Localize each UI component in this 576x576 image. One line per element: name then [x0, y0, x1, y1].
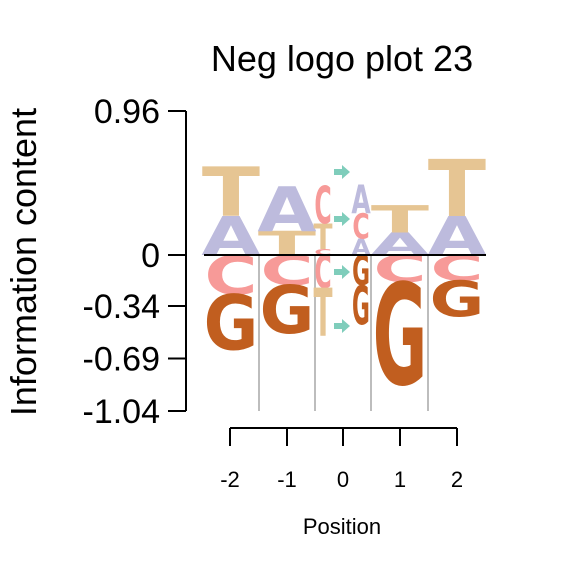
- logo-letter-glyph: T: [258, 225, 316, 263]
- logo-letter-glyph: A: [351, 177, 371, 222]
- logo-letter-glyph: A: [427, 206, 486, 268]
- logo-letter-T: T: [313, 218, 332, 258]
- logo-letter-glyph: T: [371, 199, 429, 242]
- y-axis: [168, 110, 187, 412]
- logo-letter-glyph: G: [352, 246, 370, 295]
- logo-letter-glyph: G: [260, 272, 315, 348]
- x-axis-label: Position: [303, 514, 381, 539]
- logo-letter-A: A: [351, 177, 371, 222]
- y-tick-label: 0.96: [94, 93, 160, 131]
- logo-letter-G: G: [260, 272, 315, 348]
- logo-letter-G: G: [352, 274, 370, 337]
- logo-letter-glyph: A: [201, 206, 260, 268]
- logo-letter-glyph: G: [430, 271, 485, 328]
- y-tick-label: 0: [141, 237, 160, 275]
- logo-letter-G: G: [430, 271, 485, 328]
- logo-letter-C: C: [352, 207, 369, 248]
- position-separators: [258, 255, 429, 411]
- insertion-arrow-icon: [334, 165, 350, 179]
- insertion-arrow-icon: [334, 265, 350, 279]
- logo-letter-A: A: [427, 206, 486, 268]
- insertion-arrow-icon: [334, 212, 350, 226]
- logo-letter-C: C: [314, 177, 331, 236]
- logo-letter-G: G: [373, 254, 428, 417]
- logo-letter-glyph: A: [257, 175, 316, 246]
- logo-letter-glyph: T: [313, 275, 332, 352]
- logo-letter-T: T: [202, 154, 261, 232]
- y-tick-label: -1.04: [83, 393, 161, 431]
- logo-letter-glyph: G: [204, 279, 259, 367]
- logo-letter-glyph: C: [352, 207, 369, 248]
- logo-letter-T: T: [258, 225, 316, 263]
- x-tick-labels: -2 -1 0 1 2: [220, 428, 463, 492]
- logo-letter-A: A: [201, 206, 260, 268]
- logo-letter-G: G: [352, 246, 370, 295]
- logo-letter-C: C: [314, 247, 331, 300]
- x-tick-label: 1: [394, 467, 406, 492]
- logo-letter-glyph: G: [352, 274, 370, 337]
- logo-letter-glyph: C: [314, 248, 331, 257]
- logo-letter-glyph: G: [373, 254, 428, 417]
- x-tick-label: 2: [451, 467, 463, 492]
- x-tick-label: 0: [337, 467, 349, 492]
- y-axis-label: Information content: [3, 108, 44, 416]
- y-tick-label: -0.34: [83, 288, 161, 326]
- insertion-arrow-icon: [334, 319, 350, 333]
- chart-title: Neg logo plot 23: [211, 38, 473, 79]
- logo-letter-glyph: C: [314, 177, 331, 236]
- logo-letter-A: A: [370, 226, 429, 262]
- y-tick-labels: 0.96 0 -0.34 -0.69 -1.04: [83, 93, 186, 431]
- logo-letter-glyph: T: [313, 218, 332, 258]
- logo-letter-T: T: [371, 199, 429, 242]
- logo-letter-glyph: T: [428, 144, 486, 235]
- logo-letter-glyph: T: [202, 154, 261, 232]
- logo-letter-G: G: [204, 279, 259, 367]
- x-tick-label: -2: [220, 467, 240, 492]
- y-tick-label: -0.69: [83, 341, 161, 379]
- insertion-arrows: [334, 165, 350, 333]
- x-tick-label: -1: [277, 467, 297, 492]
- logo-letter-A: A: [257, 175, 316, 246]
- logo-letter-T: T: [313, 275, 332, 352]
- logo-letter-C: C: [314, 248, 331, 257]
- logo-letter-T: T: [428, 144, 486, 235]
- logo-letter-glyph: C: [314, 247, 331, 300]
- logo-letter-glyph: A: [370, 226, 429, 262]
